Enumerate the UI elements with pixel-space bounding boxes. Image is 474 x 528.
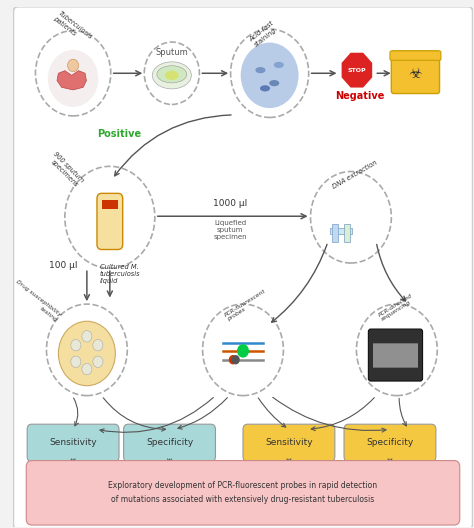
Circle shape xyxy=(82,331,92,342)
Ellipse shape xyxy=(274,62,284,68)
Bar xyxy=(332,223,337,242)
FancyBboxPatch shape xyxy=(97,193,123,250)
Circle shape xyxy=(82,363,92,375)
Circle shape xyxy=(310,172,392,263)
Circle shape xyxy=(46,304,128,395)
FancyBboxPatch shape xyxy=(344,424,436,461)
FancyBboxPatch shape xyxy=(26,460,460,525)
Circle shape xyxy=(71,356,81,367)
Circle shape xyxy=(48,50,98,107)
Circle shape xyxy=(241,43,299,108)
Text: PCR-directed
sequencing: PCR-directed sequencing xyxy=(378,293,416,322)
Circle shape xyxy=(93,340,103,351)
Bar xyxy=(330,228,352,234)
Text: PCR-fluorescent
probes: PCR-fluorescent probes xyxy=(224,288,270,322)
Text: Negative: Negative xyxy=(336,91,385,101)
Text: 900 sputum
specimens: 900 sputum specimens xyxy=(47,151,84,188)
Circle shape xyxy=(229,355,237,364)
Text: Positive: Positive xyxy=(97,129,141,139)
FancyBboxPatch shape xyxy=(390,51,441,60)
Text: Specificity: Specificity xyxy=(146,438,193,447)
FancyBboxPatch shape xyxy=(243,424,335,461)
Circle shape xyxy=(36,31,111,116)
Text: Tuberculosis
patients: Tuberculosis patients xyxy=(53,10,93,46)
Circle shape xyxy=(231,355,240,364)
FancyBboxPatch shape xyxy=(368,329,422,381)
Text: Cultured M.
tuberculosis
liquid: Cultured M. tuberculosis liquid xyxy=(100,264,140,284)
FancyBboxPatch shape xyxy=(27,424,119,461)
Text: DNA extraction: DNA extraction xyxy=(332,160,378,190)
FancyBboxPatch shape xyxy=(392,51,439,93)
Text: Acid-fast
staining: Acid-fast staining xyxy=(248,20,280,48)
Ellipse shape xyxy=(269,80,279,86)
Text: 1000 μl: 1000 μl xyxy=(213,199,247,208)
Circle shape xyxy=(58,321,115,386)
Ellipse shape xyxy=(260,85,270,91)
Text: Sputum: Sputum xyxy=(155,48,188,57)
Circle shape xyxy=(356,304,437,395)
Circle shape xyxy=(144,42,200,105)
FancyBboxPatch shape xyxy=(124,424,216,461)
Circle shape xyxy=(65,166,155,268)
Text: 100 μl: 100 μl xyxy=(49,261,77,270)
Text: Sensitivity: Sensitivity xyxy=(265,438,313,447)
Circle shape xyxy=(93,356,103,367)
Ellipse shape xyxy=(165,71,179,80)
Bar xyxy=(101,200,118,210)
Text: Specificity: Specificity xyxy=(366,438,414,447)
Circle shape xyxy=(71,340,81,351)
Bar xyxy=(373,343,419,368)
Text: Sensitivity: Sensitivity xyxy=(49,438,97,447)
Polygon shape xyxy=(341,52,373,88)
Text: STOP: STOP xyxy=(347,68,366,73)
Bar xyxy=(374,344,418,367)
Text: Liquefied
sputum
specimen: Liquefied sputum specimen xyxy=(213,220,247,240)
Circle shape xyxy=(237,344,249,357)
Bar xyxy=(344,223,350,242)
Polygon shape xyxy=(57,71,86,90)
Text: ☣: ☣ xyxy=(409,66,422,81)
Circle shape xyxy=(202,304,283,395)
Text: Drug susceptibility
testing: Drug susceptibility testing xyxy=(11,279,62,322)
Circle shape xyxy=(68,59,79,72)
Ellipse shape xyxy=(157,65,187,83)
Ellipse shape xyxy=(255,67,265,73)
Circle shape xyxy=(231,29,309,117)
FancyBboxPatch shape xyxy=(13,7,473,528)
Text: Exploratory development of PCR-fluorescent probes in rapid detection
of mutation: Exploratory development of PCR-fluoresce… xyxy=(109,482,378,504)
Ellipse shape xyxy=(152,62,191,89)
